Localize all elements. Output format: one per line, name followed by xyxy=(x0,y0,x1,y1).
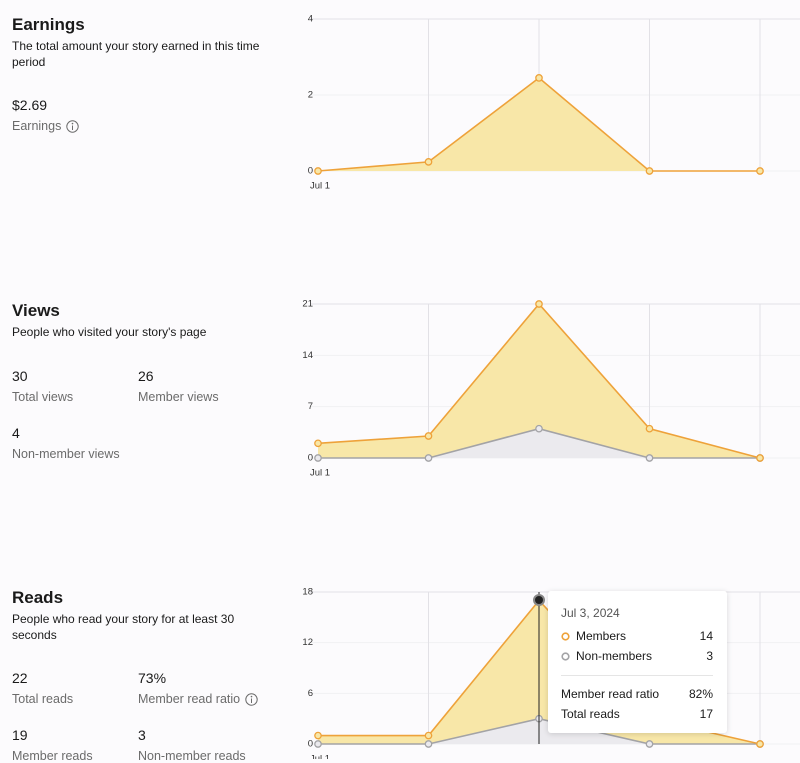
stat-value: 4 xyxy=(12,425,20,441)
tooltip-label: Members xyxy=(576,629,627,643)
point xyxy=(424,158,433,166)
y-tick-label: 4 xyxy=(308,14,313,25)
stat-value: 30 xyxy=(12,368,28,384)
y-tick-label: 21 xyxy=(302,299,313,310)
y-tick-label: 7 xyxy=(308,401,313,412)
point xyxy=(645,167,654,175)
stat-label: Total reads xyxy=(12,692,73,706)
point xyxy=(314,731,322,740)
stat-label: Member views xyxy=(138,390,219,404)
tooltip-row: Non-members 3 xyxy=(561,649,713,663)
stat-label-text: Non-member reads xyxy=(138,749,246,763)
area xyxy=(318,77,760,171)
stat-value: 3 xyxy=(138,727,146,743)
point xyxy=(314,167,322,175)
stat-value: 73% xyxy=(138,670,167,686)
y-tick-label: 12 xyxy=(302,637,313,648)
info-icon[interactable] xyxy=(245,692,258,706)
stat-label-text: Non-member views xyxy=(12,447,120,461)
point xyxy=(756,740,764,748)
stat-value: $2.69 xyxy=(12,97,48,113)
legend-dot xyxy=(561,631,570,641)
point xyxy=(314,454,322,462)
section-description: The total amount your story earned in th… xyxy=(12,39,260,69)
point xyxy=(645,740,654,748)
point xyxy=(424,454,433,462)
stat-label: Non-member views xyxy=(12,447,120,461)
tooltip-label: Member read ratio xyxy=(561,687,660,701)
area xyxy=(318,428,760,458)
stat-label: Total views xyxy=(12,390,73,404)
stat-value: 22 xyxy=(12,670,28,686)
x-tick-label: Jul 1 xyxy=(310,468,330,479)
tooltip-row: Members 14 xyxy=(561,629,713,643)
tooltip-summary-row: Member read ratio 82% xyxy=(561,687,713,701)
stat-label: Earnings xyxy=(12,119,80,133)
y-tick-label: 0 xyxy=(308,166,313,177)
point xyxy=(535,300,543,308)
y-tick-label: 0 xyxy=(308,739,313,750)
section-description: People who read your story for at least … xyxy=(12,612,235,642)
tooltip-label: Total reads xyxy=(561,707,620,721)
section-title: Views xyxy=(12,301,60,320)
tooltip-date: Jul 3, 2024 xyxy=(561,606,620,620)
point xyxy=(645,454,654,462)
point xyxy=(314,740,322,748)
section-title: Earnings xyxy=(12,15,85,34)
section-title: Reads xyxy=(12,588,64,607)
tooltip-row-left: Members xyxy=(561,629,626,643)
point xyxy=(756,167,764,175)
stat-label-text: Member reads xyxy=(12,749,93,763)
tooltip-label: Non-members xyxy=(576,649,653,663)
point xyxy=(314,439,322,448)
area xyxy=(318,304,760,458)
x-tick-label: Jul 1 xyxy=(310,754,330,759)
tooltip-divider xyxy=(561,675,713,676)
stat-value: 26 xyxy=(138,368,154,384)
point xyxy=(756,454,764,462)
section-description: People who visited your story's page xyxy=(12,325,207,339)
stat-label-text: Total views xyxy=(12,390,74,404)
tooltip-summary-row: Total reads 17 xyxy=(561,707,713,721)
y-tick-label: 14 xyxy=(302,350,313,361)
legend-dot xyxy=(561,651,570,661)
point xyxy=(424,731,433,740)
stat-label: Member read ratio xyxy=(138,692,258,706)
stat-label-text: Member views xyxy=(138,390,219,404)
info-icon[interactable] xyxy=(66,119,80,133)
tooltip: Jul 3, 2024 Members 14 Non-members 3 Member r… xyxy=(548,591,727,733)
stat-label: Non-member reads xyxy=(138,749,246,763)
stat-label-text: Total reads xyxy=(12,692,74,706)
y-tick-label: 2 xyxy=(308,90,313,101)
point xyxy=(535,424,543,433)
point xyxy=(424,740,433,748)
point xyxy=(424,432,433,440)
tooltip-value: 82% xyxy=(688,687,713,701)
stat-value: 19 xyxy=(12,727,28,743)
stat-label-text: Earnings xyxy=(12,119,62,133)
stat-label-text: Member read ratio xyxy=(138,692,241,706)
x-tick-label: Jul 1 xyxy=(310,181,330,192)
tooltip-value: 17 xyxy=(699,707,713,721)
point xyxy=(645,424,654,433)
y-tick-label: 0 xyxy=(308,453,313,464)
y-tick-label: 18 xyxy=(302,587,313,598)
tooltip-value: 3 xyxy=(706,649,713,663)
hover-dot xyxy=(533,594,545,606)
y-tick-label: 6 xyxy=(308,688,313,699)
stat-label: Member reads xyxy=(12,749,93,763)
tooltip-row-left: Non-members xyxy=(561,649,652,663)
point xyxy=(535,74,543,82)
tooltip-value: 14 xyxy=(699,629,713,643)
